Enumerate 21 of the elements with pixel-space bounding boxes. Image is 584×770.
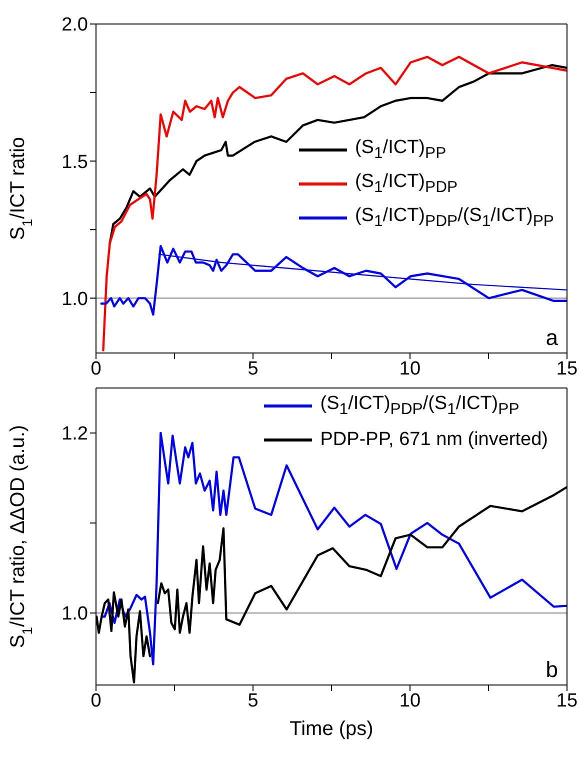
x-tick-label: 5 — [248, 690, 258, 712]
y-tick-label: 1.2 — [62, 424, 88, 445]
x-tick-label: 15 — [556, 358, 578, 380]
legend-label: PDP-PP, 671 nm (inverted) — [320, 429, 548, 451]
x-tick-label: 10 — [399, 690, 421, 712]
y-tick-label: 2.0 — [62, 14, 88, 36]
y-tick-label: 1.0 — [62, 604, 88, 625]
x-tick-label: 0 — [90, 358, 102, 380]
annotation: b — [546, 657, 558, 683]
legend-label: (S$_{1}$/ICT)$_{PP}$ — [354, 137, 446, 163]
legend-label: (S$_{1}$/ICT)$_{PDP}$ — [354, 171, 458, 197]
legend-label: (S$_{1}$/ICT)$_{PDP}$/(S$_{1}$/ICT)$_{PP}$ — [320, 393, 520, 419]
y-tick-label: 1.5 — [62, 152, 88, 173]
x-tick-label: 15 — [556, 690, 578, 712]
x-tick-label: 10 — [399, 358, 421, 380]
annotation: a — [546, 325, 558, 351]
y-tick-label: 1.0 — [62, 288, 88, 310]
legend-label: (S$_{1}$/ICT)$_{PDP}$/(S$_{1}$/ICT)$_{PP}$ — [354, 205, 554, 231]
x-tick-label: 0 — [90, 690, 102, 712]
x-tick-label: 5 — [248, 358, 258, 380]
x-axis-title: Time (ps) — [290, 718, 374, 740]
